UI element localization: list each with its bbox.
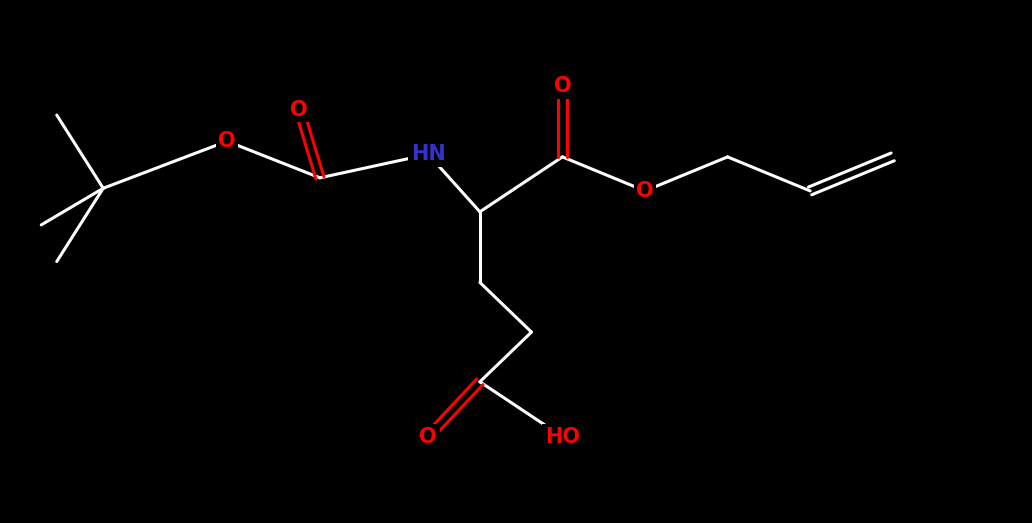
- Text: O: O: [636, 181, 654, 201]
- Text: O: O: [419, 427, 438, 447]
- Text: O: O: [218, 131, 236, 151]
- Text: O: O: [553, 76, 572, 96]
- Text: HN: HN: [411, 144, 446, 164]
- Text: O: O: [290, 100, 309, 120]
- Text: HO: HO: [545, 427, 580, 447]
